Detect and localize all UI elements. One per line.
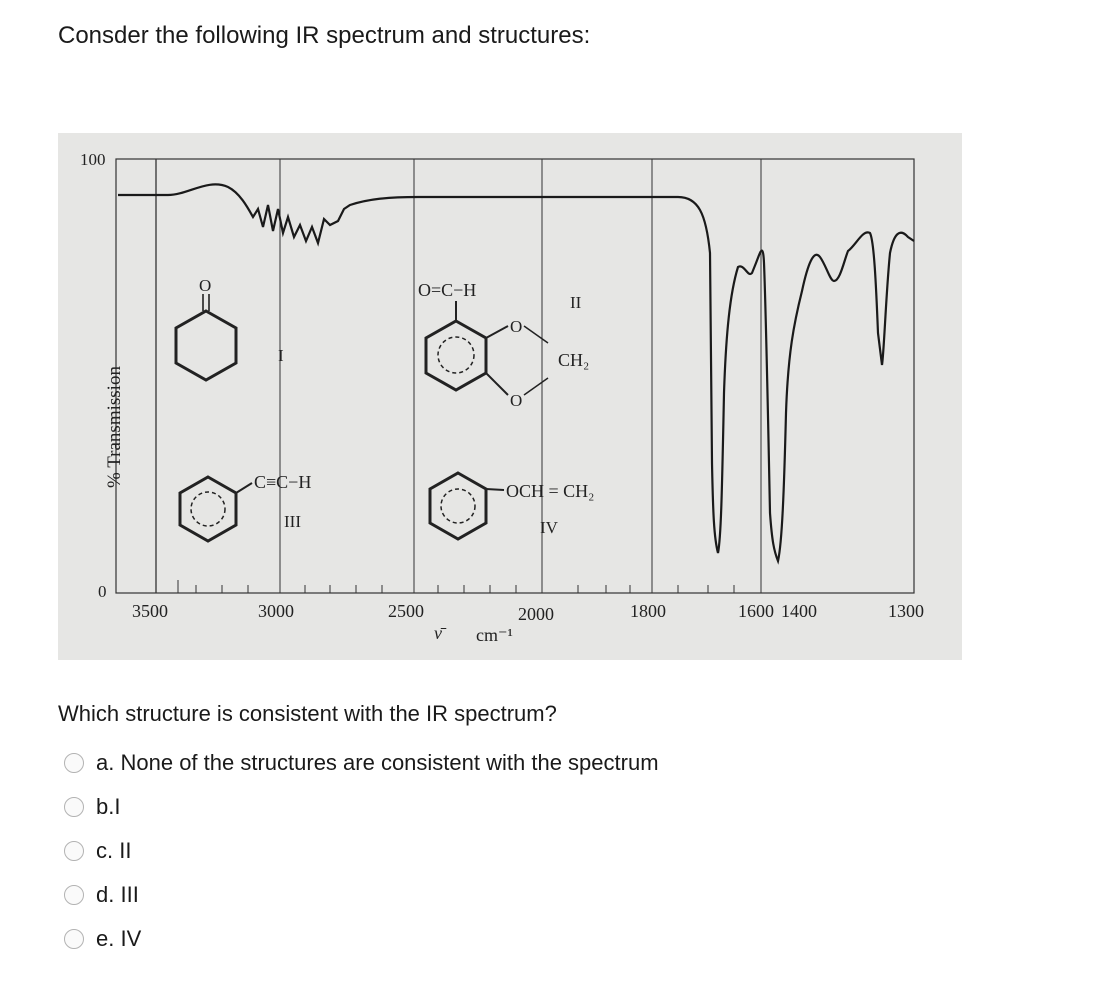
ir-spectrum-figure: 100 0 % Transmission 3500 3000 2500 2000… — [58, 133, 962, 660]
x-tick-1600: 1600 — [738, 601, 774, 621]
option-a-text: None of the structures are consistent wi… — [120, 750, 659, 775]
radio-button-e[interactable] — [64, 929, 84, 949]
option-a[interactable]: a. None of the structures are consistent… — [64, 741, 659, 785]
plot-frame — [115, 158, 915, 594]
benzene-ring — [428, 471, 488, 541]
x-tick-3000: 3000 — [258, 601, 294, 621]
cyclohexane-ring — [174, 309, 238, 382]
x-unit-symbol: ν̄ — [434, 623, 447, 643]
carbonyl-oxygen: O — [199, 276, 211, 295]
x-tick-1300: 1300 — [888, 601, 924, 621]
option-c-letter: c. — [96, 838, 114, 863]
alkyne-formula: C≡C−H — [254, 472, 311, 492]
radio-button-b[interactable] — [64, 797, 84, 817]
option-e-text: IV — [120, 926, 142, 951]
question-prompt: Which structure is consistent with the I… — [58, 701, 557, 726]
x-axis-ticks — [116, 158, 735, 594]
radio-button-a[interactable] — [64, 753, 84, 773]
option-b-text: I — [114, 794, 121, 819]
option-d[interactable]: d. III — [64, 873, 659, 917]
option-c-text: II — [119, 838, 132, 863]
y-tick-100: 100 — [80, 150, 106, 169]
radio-button-c[interactable] — [64, 841, 84, 861]
aldehyde-formula: O=C−H — [418, 280, 476, 300]
x-tick-1800: 1800 — [630, 601, 666, 621]
structure-i: O I — [174, 276, 284, 382]
x-unit: cm⁻¹ — [476, 625, 513, 645]
option-e[interactable]: e. IV — [64, 917, 659, 961]
x-tick-1400: 1400 — [781, 601, 817, 621]
structure-label-iv: IV — [540, 518, 559, 537]
vinyl-ether-formula: OCH = CH₂ — [506, 481, 594, 501]
structure-label-i: I — [278, 346, 284, 365]
option-e-letter: e. — [96, 926, 115, 951]
option-b[interactable]: b. I — [64, 785, 659, 829]
question-title: Consder the following IR spectrum and st… — [58, 22, 591, 49]
structure-label-iii: III — [284, 512, 301, 531]
x-tick-3500: 3500 — [132, 601, 168, 621]
option-d-text: III — [120, 882, 139, 907]
x-tick-2500: 2500 — [388, 601, 424, 621]
answer-options: a. None of the structures are consistent… — [64, 741, 659, 961]
structure-ii: O=C−H O O CH₂ II — [418, 280, 589, 410]
option-b-letter: b. — [96, 794, 115, 819]
y-axis-label: % Transmission — [104, 366, 125, 488]
grid-lines — [279, 159, 762, 593]
spectrum-trace — [118, 183, 915, 565]
option-a-letter: a. — [96, 750, 115, 775]
benzene-ring — [424, 319, 488, 392]
benzene-ring — [178, 475, 238, 543]
structure-label-ii: II — [570, 293, 582, 312]
ring-oxygen-bottom: O — [510, 391, 522, 410]
ir-spectrum-svg: 100 0 % Transmission 3500 3000 2500 2000… — [80, 150, 924, 645]
option-c[interactable]: c. II — [64, 829, 659, 873]
structure-iii: C≡C−H III — [178, 472, 311, 543]
ring-oxygen-top: O — [510, 317, 522, 336]
y-tick-0: 0 — [98, 582, 107, 601]
methylene-group: CH₂ — [558, 350, 589, 370]
radio-button-d[interactable] — [64, 885, 84, 905]
x-tick-2000: 2000 — [518, 604, 554, 624]
structure-iv: OCH = CH₂ IV — [428, 471, 594, 541]
option-d-letter: d. — [96, 882, 115, 907]
